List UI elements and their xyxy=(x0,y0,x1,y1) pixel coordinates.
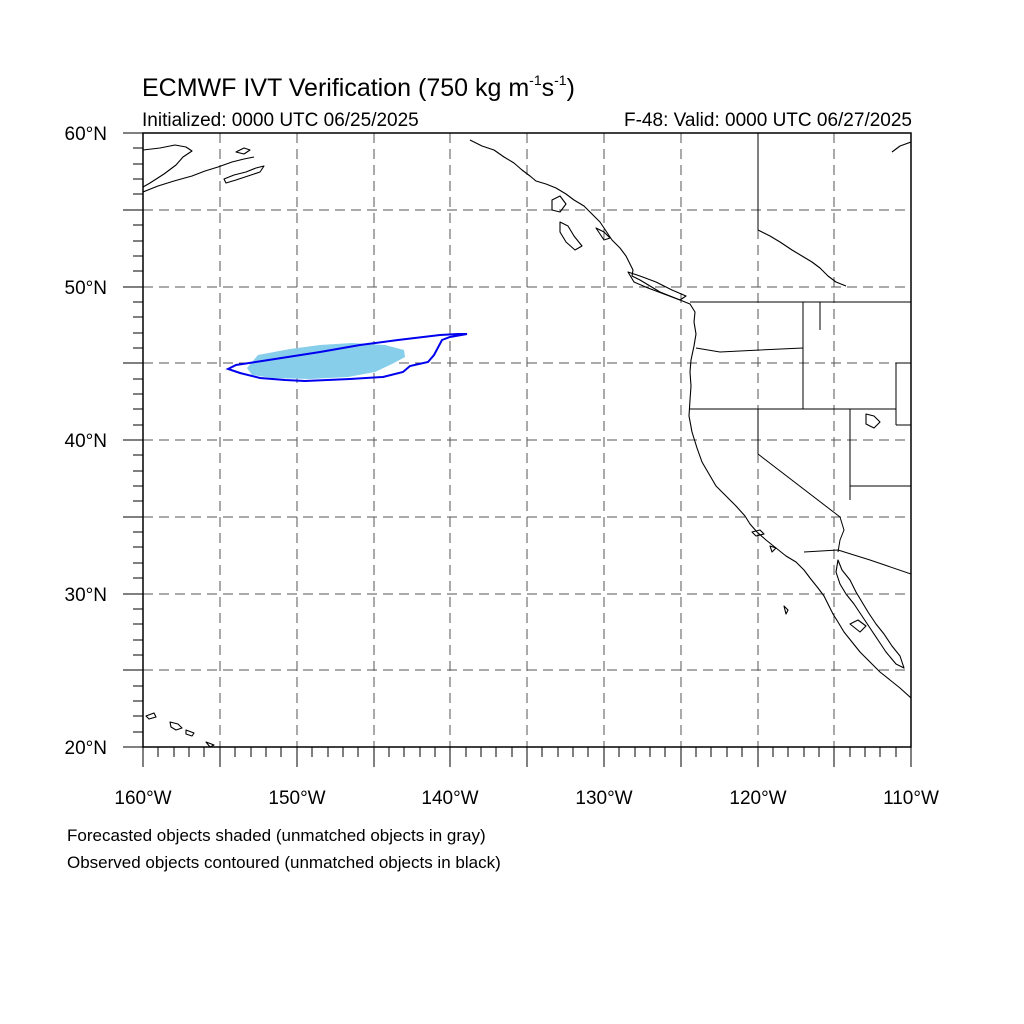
tick-marks xyxy=(123,132,912,767)
lon-label-140w: 140°W xyxy=(421,788,478,809)
legend-note-observed: Observed objects contoured (unmatched ob… xyxy=(67,853,501,872)
lat-label-40n: 40°N xyxy=(65,431,107,452)
valid-time: F-48: Valid: 0000 UTC 06/27/2025 xyxy=(624,110,912,131)
lat-label-50n: 50°N xyxy=(65,278,107,299)
legend-note-forecast: Forecasted objects shaded (unmatched obj… xyxy=(67,826,486,845)
lat-label-20n: 20°N xyxy=(65,738,107,759)
lon-label-150w: 150°W xyxy=(268,788,325,809)
observed-contour xyxy=(225,333,468,383)
initialized-time: Initialized: 0000 UTC 06/25/2025 xyxy=(142,110,419,131)
lat-label-30n: 30°N xyxy=(65,585,107,606)
lon-label-130w: 130°W xyxy=(575,788,632,809)
lon-label-110w: 110°W xyxy=(883,788,939,809)
grid-lines xyxy=(143,133,911,747)
state-boundaries xyxy=(690,133,911,575)
lat-label-60n: 60°N xyxy=(65,124,107,145)
lon-label-120w: 120°W xyxy=(729,788,786,809)
lon-label-160w: 160°W xyxy=(114,788,171,809)
coastlines xyxy=(143,139,911,747)
forecast-object xyxy=(247,343,405,379)
map-title: ECMWF IVT Verification (750 kg m-1s-1) xyxy=(142,72,575,102)
